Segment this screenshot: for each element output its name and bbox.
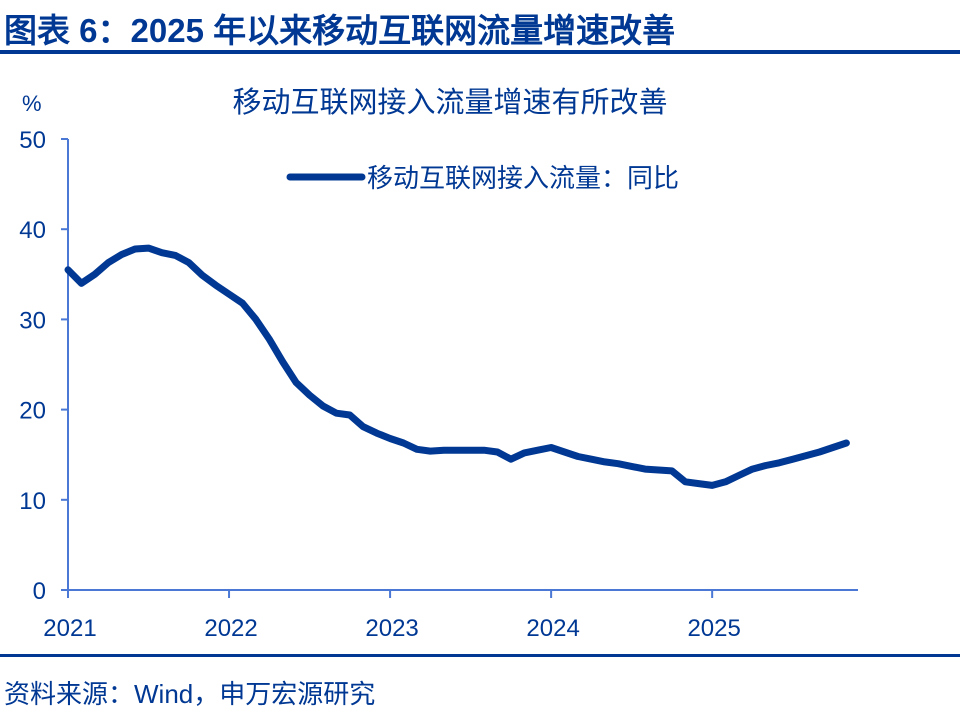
x-tick-label: 2022 xyxy=(204,615,257,642)
x-tick-label: 2021 xyxy=(43,615,96,642)
legend: 移动互联网接入流量：同比 xyxy=(286,163,679,193)
y-tick-label: 50 xyxy=(19,127,46,154)
y-axis-unit: % xyxy=(22,91,42,116)
y-tick-label: 30 xyxy=(19,307,46,334)
y-tick-label: 20 xyxy=(19,398,46,425)
bottom-divider xyxy=(0,654,960,657)
axes: 0 10 20 30 40 50 2021 2022 2023 2024 2025 xyxy=(19,127,858,642)
y-tick-label: 0 xyxy=(33,578,46,605)
y-tick-label: 40 xyxy=(19,217,46,244)
x-tick-label: 2025 xyxy=(687,615,740,642)
series-line xyxy=(64,244,850,489)
chart-title: 移动互联网接入流量增速有所改善 xyxy=(232,86,667,119)
y-tick-label: 10 xyxy=(19,488,46,515)
x-tick-label: 2024 xyxy=(526,615,579,642)
x-tick-label: 2023 xyxy=(365,615,418,642)
figure-title: 图表 6：2025 年以来移动互联网流量增速改善 xyxy=(4,12,676,49)
top-divider xyxy=(0,50,960,54)
source-note: 资料来源：Wind，申万宏源研究 xyxy=(4,679,376,709)
legend-label: 移动互联网接入流量：同比 xyxy=(367,163,679,193)
